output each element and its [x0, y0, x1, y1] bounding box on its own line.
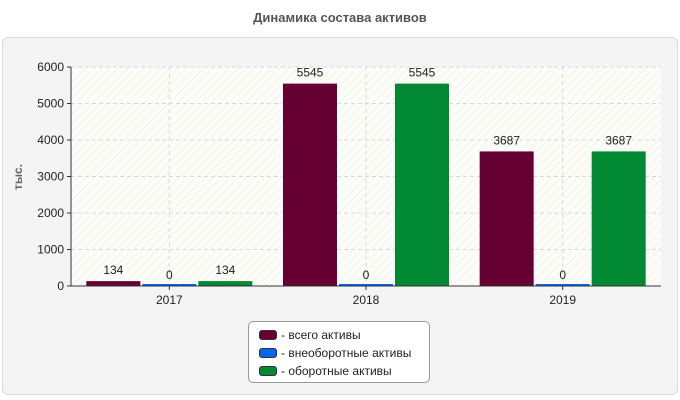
y-tick-label: 5000: [37, 97, 64, 111]
data-label: 3687: [605, 133, 632, 147]
legend-swatch-current: [259, 366, 277, 376]
y-tick-label: 6000: [37, 60, 64, 74]
legend-label-current: - оборотные активы: [281, 364, 392, 378]
y-tick-label: 3000: [37, 170, 64, 184]
y-tick-label: 0: [57, 279, 64, 293]
y-tick-label: 2000: [37, 206, 64, 220]
legend-item-total: - всего активы: [259, 326, 429, 344]
bar: [535, 284, 590, 286]
bar: [198, 281, 253, 286]
y-tick-label: 1000: [37, 243, 64, 257]
bar: [283, 83, 337, 286]
data-label: 0: [363, 268, 370, 282]
data-label: 134: [215, 263, 235, 277]
bar: [479, 151, 534, 286]
legend-swatch-noncurrent: [259, 348, 277, 358]
data-label: 3687: [493, 133, 520, 147]
data-label: 5545: [297, 66, 324, 80]
legend-item-noncurrent: - внеоборотные активы: [259, 344, 429, 362]
x-tick-label: 2019: [549, 293, 576, 307]
data-label: 0: [166, 268, 173, 282]
data-label: 5545: [409, 66, 436, 80]
legend-item-current: - оборотные активы: [259, 362, 429, 380]
y-axis-label: тыс.: [11, 164, 25, 190]
bar: [339, 284, 393, 286]
y-tick-label: 4000: [37, 133, 64, 147]
legend: - всего активы - внеоборотные активы - о…: [248, 321, 430, 383]
legend-swatch-total: [259, 330, 277, 340]
data-label: 134: [103, 263, 123, 277]
x-tick-label: 2018: [353, 293, 380, 307]
bar: [395, 83, 449, 286]
bar: [86, 281, 141, 286]
chart-title: Динамика состава активов: [253, 10, 427, 25]
data-label: 0: [559, 268, 566, 282]
x-tick-label: 2017: [156, 293, 183, 307]
bar: [142, 284, 197, 286]
bar: [591, 151, 646, 286]
legend-label-noncurrent: - внеоборотные активы: [281, 346, 412, 360]
legend-label-total: - всего активы: [281, 328, 361, 342]
